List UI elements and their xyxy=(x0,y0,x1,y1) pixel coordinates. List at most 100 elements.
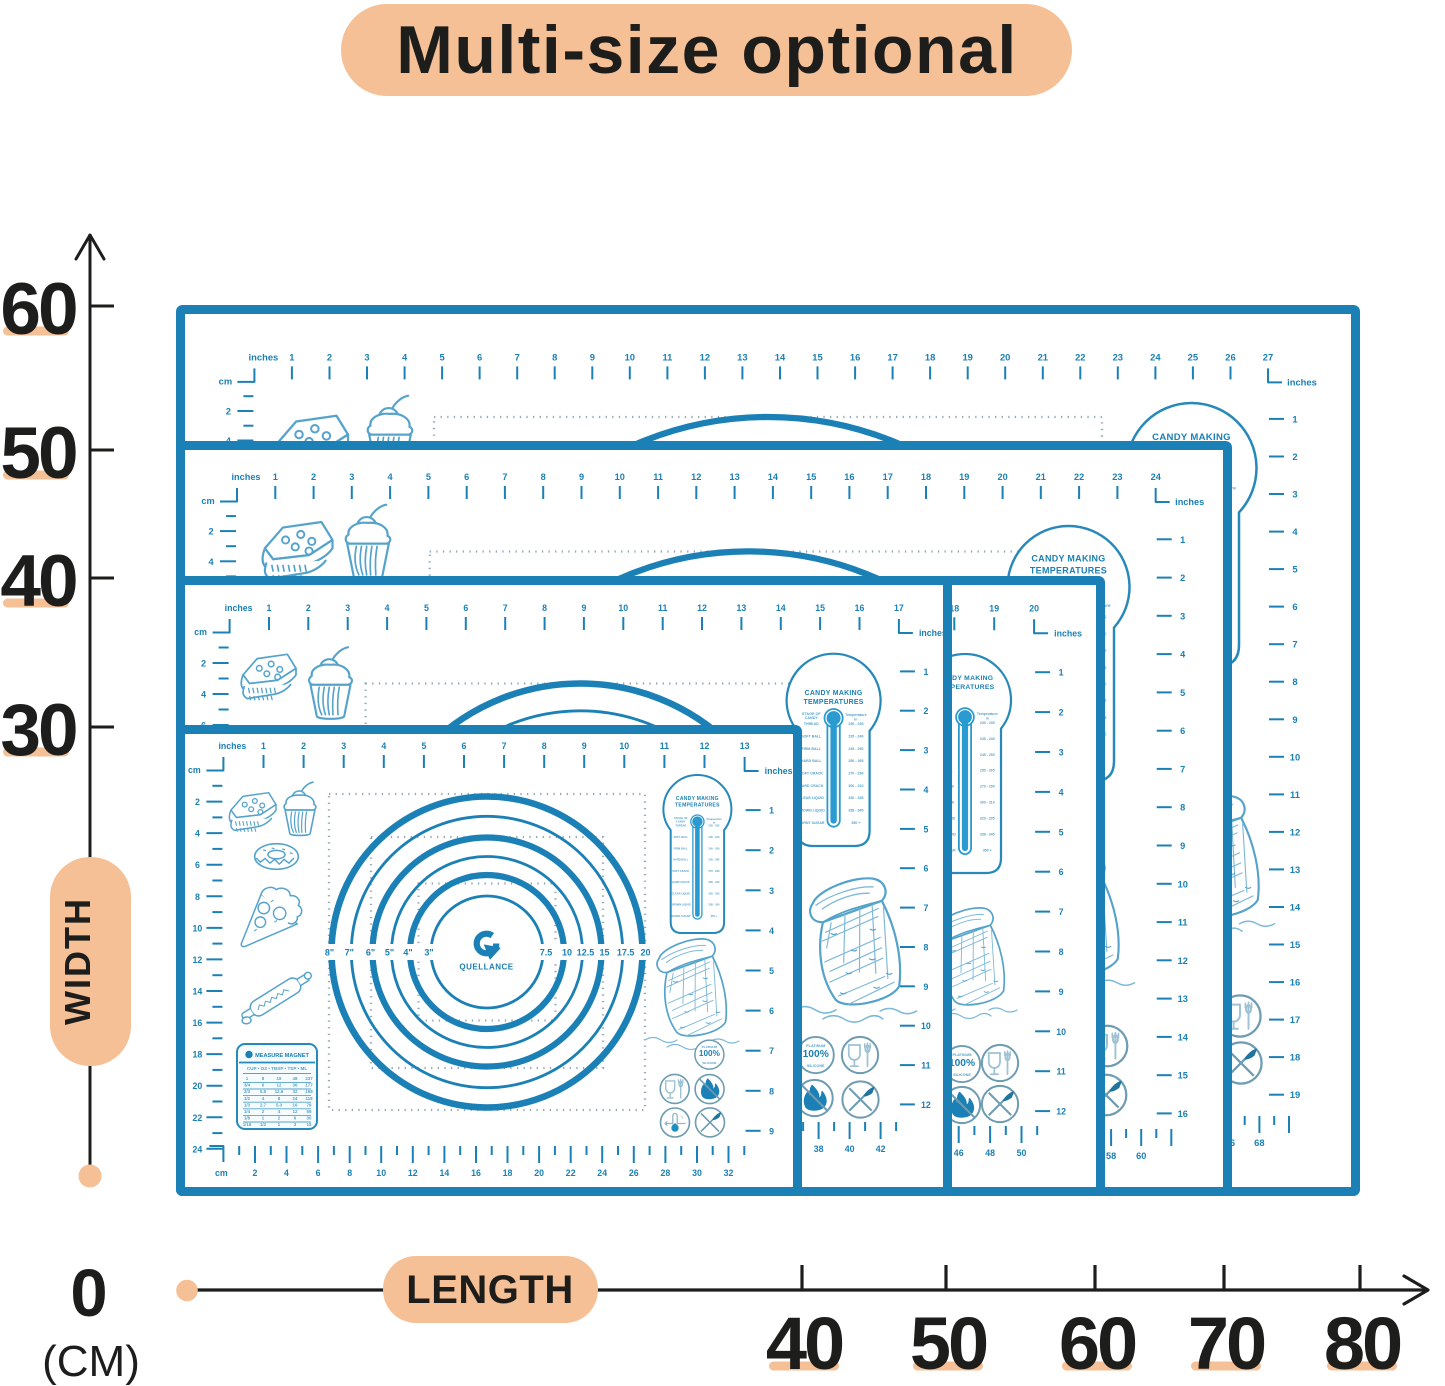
svg-text:16: 16 xyxy=(1290,977,1300,988)
svg-text:6": 6" xyxy=(366,948,375,958)
svg-text:3: 3 xyxy=(769,886,774,896)
svg-text:9: 9 xyxy=(923,982,928,992)
svg-text:THREAD: THREAD xyxy=(675,824,686,828)
svg-text:2: 2 xyxy=(306,603,311,613)
svg-text:7.5: 7.5 xyxy=(540,948,553,958)
svg-text:HARD BALL: HARD BALL xyxy=(801,759,823,763)
svg-text:24: 24 xyxy=(1151,472,1162,482)
svg-text:1: 1 xyxy=(267,603,272,613)
svg-text:Temperature: Temperature xyxy=(977,712,998,716)
svg-text:9: 9 xyxy=(1292,714,1297,725)
svg-text:TEMPERATURES: TEMPERATURES xyxy=(675,803,720,809)
svg-text:16: 16 xyxy=(193,1018,203,1028)
svg-text:6: 6 xyxy=(294,1116,297,1121)
svg-text:HARD BALL: HARD BALL xyxy=(673,858,689,862)
svg-text:12: 12 xyxy=(293,1109,298,1114)
svg-text:300 - 310: 300 - 310 xyxy=(709,880,721,884)
svg-text:3: 3 xyxy=(1180,611,1185,621)
svg-text:14: 14 xyxy=(193,987,203,997)
svg-text:cm: cm xyxy=(201,496,214,506)
svg-text:118: 118 xyxy=(305,1096,313,1101)
svg-text:18: 18 xyxy=(1290,1052,1300,1063)
svg-text:5: 5 xyxy=(1059,827,1064,837)
svg-text:°c: °c xyxy=(680,1116,683,1120)
svg-text:235 - 240: 235 - 240 xyxy=(848,735,863,739)
svg-text:32: 32 xyxy=(724,1168,734,1178)
svg-text:3: 3 xyxy=(1292,489,1297,500)
svg-text:40: 40 xyxy=(845,1144,855,1154)
svg-text:2/3: 2/3 xyxy=(244,1089,251,1094)
svg-text:11: 11 xyxy=(1056,1067,1065,1077)
svg-text:19: 19 xyxy=(959,472,969,482)
svg-text:7: 7 xyxy=(503,603,508,613)
svg-text:SOFT CRACK: SOFT CRACK xyxy=(672,869,689,873)
svg-text:10: 10 xyxy=(618,603,628,613)
svg-text:15: 15 xyxy=(815,603,825,613)
svg-text:6: 6 xyxy=(477,351,482,362)
svg-text:5: 5 xyxy=(439,351,444,362)
svg-text:15: 15 xyxy=(1290,939,1300,950)
svg-text:TEMPERATURES: TEMPERATURES xyxy=(1030,565,1107,575)
svg-text:4: 4 xyxy=(284,1168,289,1178)
svg-text:CANDY: CANDY xyxy=(805,716,819,720)
svg-text:16: 16 xyxy=(293,1102,298,1107)
svg-text:19: 19 xyxy=(989,603,999,613)
svg-text:cm: cm xyxy=(215,1168,228,1178)
svg-text:11: 11 xyxy=(1290,789,1300,800)
svg-text:4: 4 xyxy=(1059,787,1064,797)
svg-text:20: 20 xyxy=(193,1081,203,1091)
svg-text:6: 6 xyxy=(1292,601,1297,612)
svg-text:30: 30 xyxy=(0,690,76,771)
svg-text:SILICONE: SILICONE xyxy=(807,1064,825,1068)
svg-text:4: 4 xyxy=(1292,526,1298,537)
svg-text:CANDY MAKING: CANDY MAKING xyxy=(1031,554,1105,564)
svg-text:9: 9 xyxy=(579,472,584,482)
svg-text:10: 10 xyxy=(1056,1027,1066,1037)
svg-text:12.5: 12.5 xyxy=(577,948,595,958)
svg-text:4: 4 xyxy=(923,785,928,795)
svg-text:10: 10 xyxy=(376,1168,386,1178)
svg-text:2: 2 xyxy=(923,706,928,716)
svg-text:5: 5 xyxy=(1180,688,1185,698)
svg-text:50: 50 xyxy=(910,1302,987,1385)
svg-text:1: 1 xyxy=(1059,668,1064,678)
svg-text:38: 38 xyxy=(814,1144,824,1154)
svg-text:4: 4 xyxy=(201,690,206,700)
svg-text:20: 20 xyxy=(997,472,1007,482)
svg-text:4: 4 xyxy=(388,472,394,482)
svg-text:350 +: 350 + xyxy=(983,848,992,852)
svg-text:15: 15 xyxy=(307,1122,312,1127)
svg-text:4: 4 xyxy=(208,557,214,567)
svg-text:230 - 235: 230 - 235 xyxy=(848,722,863,726)
svg-text:19: 19 xyxy=(962,351,972,362)
svg-text:8: 8 xyxy=(195,892,200,902)
svg-text:23: 23 xyxy=(1113,351,1123,362)
svg-text:9: 9 xyxy=(769,1126,774,1136)
svg-text:4: 4 xyxy=(402,351,408,362)
svg-text:CANDY: CANDY xyxy=(676,819,686,823)
svg-text:2: 2 xyxy=(1180,573,1185,583)
svg-text:79: 79 xyxy=(307,1102,312,1107)
svg-text:8: 8 xyxy=(347,1168,352,1178)
svg-text:12: 12 xyxy=(700,741,710,751)
svg-text:18: 18 xyxy=(193,1050,203,1060)
svg-text:2: 2 xyxy=(769,846,774,856)
svg-text:2.7: 2.7 xyxy=(260,1102,267,1107)
svg-text:5.5: 5.5 xyxy=(260,1089,267,1094)
svg-text:in: in xyxy=(713,820,716,824)
svg-text:20: 20 xyxy=(1029,603,1039,613)
svg-text:inches: inches xyxy=(249,351,279,362)
svg-text:CUP • OZ • TBSP • TSP • ML: CUP • OZ • TBSP • TSP • ML xyxy=(247,1066,307,1071)
svg-text:235 - 240: 235 - 240 xyxy=(980,737,995,741)
svg-text:4: 4 xyxy=(385,603,390,613)
svg-text:25: 25 xyxy=(1188,351,1198,362)
svg-text:13: 13 xyxy=(737,603,747,613)
svg-text:9: 9 xyxy=(590,351,595,362)
svg-text:THREAD: THREAD xyxy=(804,722,819,726)
svg-text:cm: cm xyxy=(194,627,207,637)
svg-text:21: 21 xyxy=(1036,472,1046,482)
svg-text:in: in xyxy=(986,717,989,721)
svg-text:6: 6 xyxy=(262,1083,265,1088)
svg-text:11: 11 xyxy=(921,1061,930,1071)
svg-text:4: 4 xyxy=(381,741,386,751)
